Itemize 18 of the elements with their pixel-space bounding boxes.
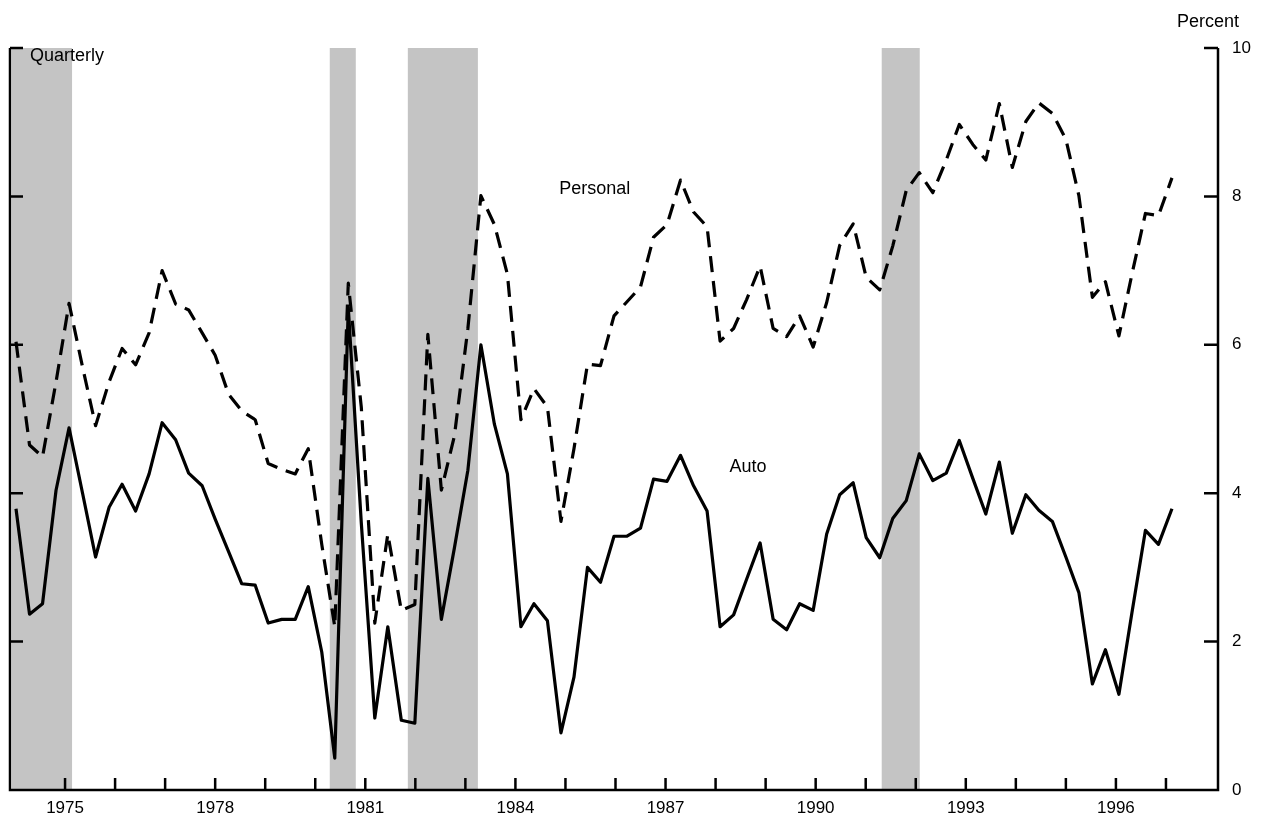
- y-tick-label: 8: [1232, 186, 1242, 206]
- annotation: Quarterly: [30, 44, 105, 65]
- text: Personal: [559, 177, 631, 198]
- x-tick-label: 1987: [646, 797, 685, 817]
- y-tick-label: 0: [1232, 779, 1242, 799]
- y-tick-label: 4: [1232, 482, 1242, 502]
- x-tick-label: 1993: [946, 797, 985, 817]
- y-tick-label: 6: [1232, 334, 1242, 354]
- y-tick-label: 10: [1232, 37, 1251, 57]
- x-tick-label: 1981: [346, 797, 385, 817]
- x-tick-label: 1996: [1097, 797, 1135, 817]
- x-tick-label: 1978: [196, 797, 235, 817]
- text: Auto: [729, 456, 767, 477]
- x-tick-label: 1990: [796, 797, 835, 817]
- x-tick-label: 1984: [496, 797, 535, 817]
- y-axis-title: Percent: [1176, 11, 1240, 31]
- x-tick-label: 1975: [46, 797, 84, 817]
- y-tick-label: 2: [1232, 631, 1242, 651]
